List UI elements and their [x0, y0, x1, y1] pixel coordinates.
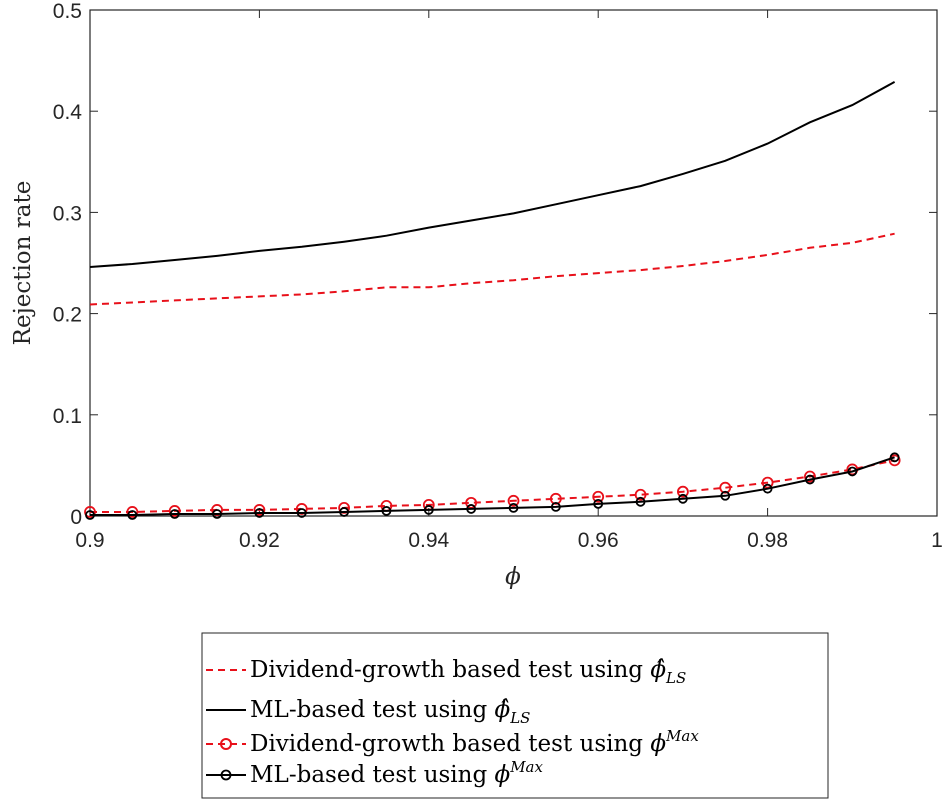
- series-4-point: [762, 483, 773, 494]
- series-3-point: [888, 454, 901, 467]
- series-3-point: [126, 506, 139, 518]
- series-4-point: [339, 507, 350, 517]
- series-3-point: [507, 494, 520, 507]
- legend: Dividend-growth based test using ϕ̂LS ML…: [201, 632, 829, 799]
- series-4-point: [127, 510, 138, 520]
- series-4-point: [508, 503, 519, 513]
- series-4-point: [889, 452, 900, 463]
- series-4-point: [847, 466, 858, 477]
- x-tick-label: 0.94: [408, 529, 449, 552]
- series-3-point: [253, 504, 266, 516]
- y-tick-label: 0.1: [53, 405, 82, 428]
- legend-label-dg-max: Dividend-growth based test using ϕMax: [250, 727, 699, 757]
- legend-box: [201, 632, 829, 799]
- y-tick-label: 0: [70, 506, 82, 529]
- x-tick-label: 0.98: [747, 529, 788, 552]
- series-3-point: [465, 496, 478, 509]
- x-tick-label: 0.96: [578, 529, 619, 552]
- x-axis-title: ϕ: [505, 564, 521, 590]
- legend-label-dg-ls: Dividend-growth based test using ϕ̂LS: [250, 657, 686, 687]
- x-tick-label: 0.9: [75, 529, 104, 552]
- series-3-point: [761, 476, 774, 489]
- series-4-point: [466, 504, 477, 514]
- legend-marker-ml-max: [220, 769, 232, 781]
- x-tick-label: 1: [931, 529, 943, 552]
- series-line-2: [89, 81, 896, 268]
- series-4-point: [423, 505, 434, 515]
- series-4-point: [212, 509, 222, 519]
- series-line-1: [89, 232, 895, 306]
- series-group: [84, 81, 901, 520]
- series-4-point: [593, 498, 604, 509]
- series-3-point: [804, 470, 816, 483]
- legend-marker-dg-max: [220, 738, 232, 750]
- series-4-point: [550, 501, 561, 512]
- series-3-point: [549, 492, 562, 505]
- x-tick-label: 0.92: [239, 529, 280, 552]
- series-line-3: [90, 459, 895, 513]
- series-3-point: [84, 506, 96, 518]
- y-tick-label: 0.2: [53, 304, 82, 327]
- y-tick-label: 0.4: [53, 101, 83, 124]
- series-4-point: [678, 493, 688, 504]
- series-4-point: [296, 508, 307, 518]
- series-line-4: [90, 456, 895, 516]
- legend-label-ml-ls: ML-based test using ϕ̂LS: [250, 697, 530, 727]
- y-tick-label: 0.3: [53, 202, 82, 225]
- axes-frame: [89, 9, 938, 517]
- series-3-point: [634, 488, 647, 501]
- y-tick-label: 0.5: [53, 0, 82, 23]
- series-4-point: [720, 490, 731, 501]
- series-3-point: [592, 490, 605, 503]
- y-axis-title: Rejection rate: [10, 181, 36, 346]
- series-4-point: [85, 510, 95, 520]
- series-3-point: [719, 481, 732, 494]
- series-4-point: [169, 509, 180, 519]
- series-4-point: [635, 496, 646, 507]
- series-3-point: [168, 505, 181, 517]
- series-4-point: [254, 508, 265, 518]
- series-4-point: [805, 474, 815, 485]
- series-4-point: [381, 506, 392, 516]
- series-3-point: [677, 485, 689, 498]
- plot-area: [89, 9, 938, 517]
- axis-ticks: 0.9 0.92 0.94 0.96 0.98 1 0 0.1 0.2 0.3 0.4 0.5: [53, 0, 943, 552]
- legend-label-ml-max: ML-based test using ϕMax: [250, 758, 544, 788]
